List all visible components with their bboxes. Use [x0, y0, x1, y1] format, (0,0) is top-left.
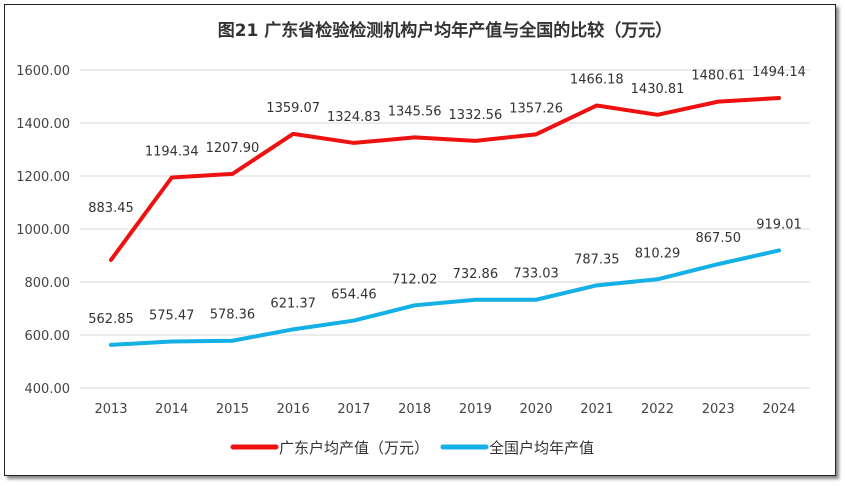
y-tick-label: 1200.00	[16, 170, 70, 185]
data-label: 1194.34	[145, 144, 199, 159]
x-tick-label: 2022	[641, 402, 674, 417]
data-label: 787.35	[574, 252, 620, 267]
series-line-guangdong	[109, 96, 781, 262]
data-label: 919.01	[756, 217, 802, 232]
data-label: 562.85	[88, 312, 134, 327]
data-label: 1359.07	[266, 101, 320, 116]
chart-frame	[4, 4, 836, 476]
data-label: 1466.18	[570, 72, 624, 87]
data-label: 867.50	[696, 231, 742, 246]
data-label: 1430.81	[631, 82, 685, 97]
data-label: 621.37	[270, 296, 316, 311]
y-tick-label: 600.00	[25, 329, 71, 344]
x-tick-label: 2020	[520, 402, 553, 417]
data-label: 654.46	[331, 288, 377, 303]
x-tick-label: 2016	[277, 402, 310, 417]
x-tick-label: 2019	[459, 402, 492, 417]
data-label: 1480.61	[691, 69, 745, 84]
y-tick-label: 400.00	[25, 382, 71, 397]
data-label: 1207.90	[206, 141, 260, 156]
data-label: 810.29	[635, 246, 681, 261]
x-tick-label: 2013	[94, 402, 127, 417]
y-tick-label: 1400.00	[16, 117, 70, 132]
data-label: 1324.83	[327, 110, 381, 125]
data-label: 712.02	[392, 272, 438, 287]
legend-label-guangdong: 广东户均产值（万元）	[279, 439, 429, 457]
data-label: 1357.26	[509, 101, 563, 116]
x-tick-label: 2024	[762, 402, 795, 417]
x-tick-label: 2014	[155, 402, 188, 417]
data-label: 578.36	[210, 308, 256, 323]
x-tick-label: 2015	[216, 402, 249, 417]
data-label: 733.03	[513, 267, 559, 282]
data-label: 1332.56	[448, 108, 502, 123]
data-label: 575.47	[149, 309, 195, 324]
data-label: 732.86	[453, 267, 499, 282]
series-line-national	[109, 248, 781, 347]
x-tick-label: 2023	[702, 402, 735, 417]
data-label: 1345.56	[388, 104, 442, 119]
legend: 广东户均产值（万元） 全国户均年产值	[230, 439, 594, 457]
y-tick-label: 1600.00	[16, 64, 70, 79]
legend-label-national: 全国户均年产值	[489, 439, 594, 457]
data-label: 883.45	[88, 201, 134, 216]
data-label: 1494.14	[752, 65, 806, 80]
chart-title: 图21 广东省检验检测机构户均年产值与全国的比较（万元）	[218, 20, 673, 41]
y-tick-label: 800.00	[25, 276, 71, 291]
x-tick-label: 2018	[398, 402, 431, 417]
x-tick-label: 2017	[337, 402, 370, 417]
x-tick-label: 2021	[580, 402, 613, 417]
y-tick-label: 1000.00	[16, 223, 70, 238]
